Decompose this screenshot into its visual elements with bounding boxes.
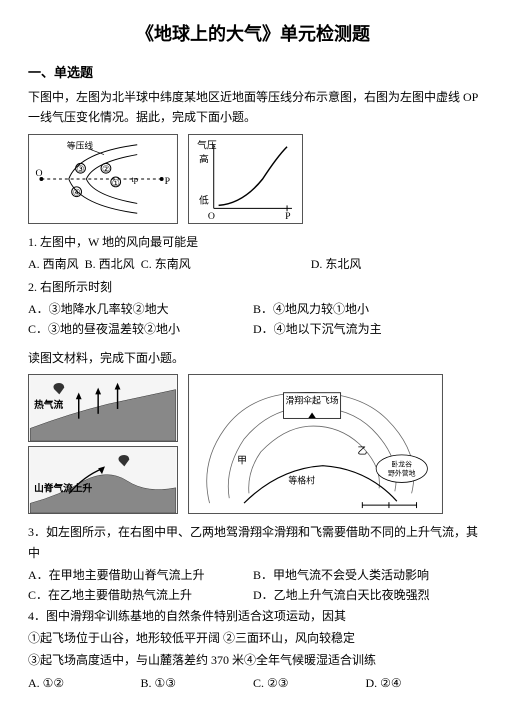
q2-opt-a: A．③地降水几率较②地大 (28, 299, 253, 319)
figure-left-stack: 热气流 山脊气流上升 (28, 374, 178, 514)
q3-row1: A．在甲地主要借助山脊气流上升 B．甲地气流不会受人类活动影响 (28, 565, 478, 585)
intro-text-1: 下图中，左图为北半球中纬度某地区近地面等压线分布示意图，右图为左图中虚线 OP … (28, 87, 478, 128)
svg-text:tp: tp (131, 174, 138, 184)
figure-ridge: 山脊气流上升 (28, 446, 178, 514)
q3-opt-c: C．在乙地主要借助热气流上升 (28, 585, 253, 605)
svg-text:卧龙谷: 卧龙谷 (391, 460, 412, 469)
q2-row1: A．③地降水几率较②地大 B．④地风力较①地小 (28, 299, 478, 319)
svg-text:②: ② (102, 164, 110, 174)
figure-isobar: ③ ② ① ④ tp O P 等压线 (28, 134, 178, 224)
svg-text:④: ④ (73, 187, 81, 197)
q4-cond2: ③起飞场高度适中，与山麓落差约 370 米④全年气候暖湿适合训练 (28, 650, 478, 670)
q3-opt-a: A．在甲地主要借助山脊气流上升 (28, 565, 253, 585)
q1-opt-c: C. 东南风 (141, 254, 191, 274)
q3-row2: C．在乙地主要借助热气流上升 D．乙地上升气流白天比夜晚强烈 (28, 585, 478, 605)
q3-stem: 3．如左图所示，在右图中甲、乙两地驾滑翔伞滑翔和飞需要借助不同的上升气流，其中 (28, 522, 478, 563)
figure-pressure-curve: 气压 高 低 O P (188, 134, 303, 224)
q2-row2: C．③地的昼夜温差较②地小 D．④地以下沉气流为主 (28, 319, 478, 339)
svg-text:P: P (165, 176, 171, 187)
q1-opt-d: D. 东北风 (311, 254, 362, 274)
q3-opt-b: B．甲地气流不会受人类活动影响 (253, 565, 478, 585)
section-header: 一、单选题 (28, 62, 478, 81)
q1-options: A. 西南风 B. 西北风 C. 东南风 D. 东北风 (28, 254, 478, 274)
svg-text:气压: 气压 (197, 138, 217, 151)
svg-text:O: O (208, 211, 215, 222)
figure-group-1: ③ ② ① ④ tp O P 等压线 气压 高 低 O P (28, 134, 478, 224)
intro-text-2: 读图文材料，完成下面小题。 (28, 348, 478, 368)
svg-text:滑翔伞起飞场: 滑翔伞起飞场 (285, 395, 338, 406)
q4-options: A. ①② B. ①③ C. ②③ D. ②④ (28, 673, 478, 693)
svg-text:低: 低 (199, 193, 209, 206)
figure-map: 滑翔伞起飞场 等格村 卧龙谷 野外营地 甲 乙 (188, 374, 443, 514)
svg-text:甲: 甲 (237, 456, 247, 467)
svg-text:野外营地: 野外营地 (388, 469, 416, 478)
q2-opt-c: C．③地的昼夜温差较②地小 (28, 319, 253, 339)
q4-opt-b: B. ①③ (141, 673, 254, 693)
svg-text:P: P (285, 211, 291, 222)
figure-thermal: 热气流 (28, 374, 178, 442)
q2-stem: 2. 右图所示时刻 (28, 277, 478, 297)
q4-opt-a: A. ①② (28, 673, 141, 693)
q4-opt-d: D. ②④ (366, 673, 479, 693)
figure-group-2: 热气流 山脊气流上升 滑翔伞起飞场 等格村 卧龙谷 野外营地 甲 乙 (28, 374, 478, 514)
svg-text:乙: 乙 (357, 445, 367, 457)
svg-text:高: 高 (199, 152, 209, 165)
q4-opt-c: C. ②③ (253, 673, 366, 693)
q2-opt-d: D．④地以下沉气流为主 (253, 319, 478, 339)
q3-opt-d: D．乙地上升气流白天比夜晚强烈 (253, 585, 478, 605)
q4-stem: 4．图中滑翔伞训练基地的自然条件特别适合这项运动，因其 (28, 606, 478, 626)
svg-text:山脊气流上升: 山脊气流上升 (34, 482, 92, 495)
page-title: 《地球上的大气》单元检测题 (28, 20, 478, 46)
svg-text:热气流: 热气流 (34, 398, 63, 411)
svg-text:O: O (36, 168, 43, 179)
q4-cond1: ①起飞场位于山谷，地形较低平开阔 ②三面环山，风向较稳定 (28, 628, 478, 648)
q2-opt-b: B．④地风力较①地小 (253, 299, 478, 319)
q1-opt-b: B. 西北风 (85, 254, 135, 274)
q1-opt-a: A. 西南风 (28, 254, 79, 274)
q1-stem: 1. 左图中，W 地的风向最可能是 (28, 232, 478, 252)
svg-text:①: ① (112, 178, 120, 188)
svg-text:等格村: 等格村 (288, 475, 315, 486)
svg-text:③: ③ (77, 164, 85, 174)
